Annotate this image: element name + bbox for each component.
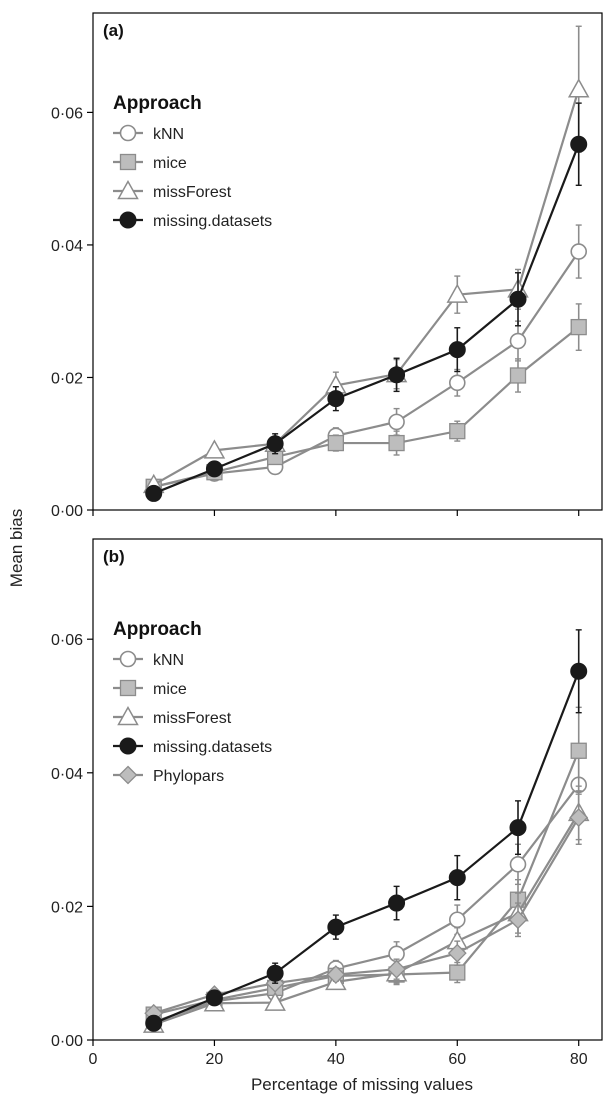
data-point-knn	[570, 243, 588, 260]
x-tick-label-b: 0	[89, 1051, 98, 1068]
legend-marker-missforest	[117, 705, 139, 726]
panel-label-b: (b)	[103, 547, 125, 566]
data-point-missing-datasets	[388, 894, 406, 912]
y-tick-label-a: 0·02	[51, 370, 83, 387]
legend-marker-knn	[119, 124, 137, 142]
legend-marker-phylopars	[118, 765, 138, 785]
y-tick-label-a: 0·00	[51, 503, 83, 520]
data-point-knn	[388, 413, 405, 431]
y-tick-label-b: 0·06	[51, 632, 83, 649]
data-point-mice	[327, 434, 345, 452]
data-point-missing-datasets	[509, 819, 527, 837]
data-point-missing-datasets	[205, 989, 223, 1007]
data-point-missing-datasets	[570, 662, 588, 680]
data-point-missing-datasets	[205, 460, 223, 478]
data-point-knn	[509, 332, 527, 350]
data-point-phylopars	[447, 943, 467, 963]
data-point-mice	[509, 367, 527, 384]
y-tick-label-b: 0·00	[51, 1033, 83, 1050]
data-point-knn	[448, 374, 466, 392]
data-point-missing-datasets	[327, 918, 345, 936]
legend-marker-knn	[119, 650, 137, 668]
data-point-missing-datasets	[448, 869, 466, 887]
data-point-missing-datasets	[145, 484, 163, 502]
legend-a: Approach kNN mice missForest missing.dataset…	[113, 93, 272, 230]
legend-label-missforest: missForest	[153, 710, 232, 727]
series-line-missing-datasets	[153, 670, 580, 1025]
legend-label-missing-datasets: missing.datasets	[153, 213, 272, 230]
data-point-phylopars	[387, 959, 406, 979]
legend-label-knn: kNN	[153, 652, 184, 669]
legend-marker-mice	[119, 153, 137, 171]
data-point-missing-datasets	[509, 290, 527, 308]
legend-label-knn: kNN	[153, 126, 184, 143]
series-missforest-a	[142, 25, 590, 494]
y-tick-label-a: 0·04	[51, 238, 83, 255]
y-axis-label: Mean bias	[7, 509, 26, 587]
series-missing-datasets-a	[145, 102, 588, 502]
data-point-mice	[388, 434, 405, 452]
panel-b: (b) 0·00 0·02 0·04 0·06 0 20 40 60 80 Approach kNN m…	[51, 538, 603, 1068]
legend-b: Approach kNN mice missForest missing.dataset…	[113, 619, 272, 785]
data-point-phylopars	[569, 808, 589, 827]
legend-marker-missing-datasets	[119, 737, 137, 755]
legend-label-mice: mice	[153, 681, 187, 698]
data-point-missforest	[446, 283, 469, 303]
legend-label-missing-datasets: missing.datasets	[153, 739, 272, 756]
series-line-knn	[153, 250, 580, 488]
x-axis-label: Percentage of missing values	[251, 1075, 473, 1094]
y-tick-label-b: 0·02	[51, 899, 83, 916]
y-tick-label-b: 0·04	[51, 766, 83, 783]
series-line-missing-datasets	[153, 143, 580, 495]
x-tick-label-b: 80	[570, 1051, 588, 1068]
data-point-missing-datasets	[327, 390, 345, 408]
data-point-mice	[449, 964, 466, 981]
y-tick-label-a: 0·06	[51, 105, 83, 122]
series-line-knn	[153, 784, 580, 1024]
panel-a: (a) 0·00 0·02 0·04 0·06 Approach kNN mice missFo…	[51, 12, 603, 520]
data-point-knn	[509, 856, 527, 873]
legend-label-phylopars: Phylopars	[153, 768, 224, 785]
legend-marker-missforest	[117, 179, 139, 200]
plot-frame-b	[92, 538, 603, 1041]
legend-marker-mice	[119, 679, 137, 697]
data-point-missing-datasets	[448, 341, 466, 359]
panel-label-a: (a)	[103, 21, 124, 40]
data-point-missing-datasets	[266, 435, 284, 453]
legend-title: Approach	[113, 93, 202, 114]
x-tick-label-b: 60	[448, 1051, 466, 1068]
series-line-mice	[153, 750, 580, 1016]
data-point-mice	[570, 742, 587, 759]
legend-marker-missing-datasets	[119, 211, 137, 229]
data-point-mice	[570, 318, 587, 336]
data-point-missing-datasets	[388, 366, 406, 384]
data-point-mice	[449, 422, 466, 440]
legend-title: Approach	[113, 619, 202, 640]
data-point-missing-datasets	[145, 1014, 163, 1032]
series-line-mice	[153, 326, 580, 488]
series-line-missforest	[153, 812, 580, 1026]
series-missing-datasets-b	[145, 629, 588, 1032]
data-point-missing-datasets	[266, 964, 284, 982]
x-tick-label-b: 40	[327, 1051, 345, 1068]
plot-frame-a	[92, 12, 603, 511]
data-point-phylopars	[326, 965, 346, 984]
series-line-missforest	[153, 88, 580, 486]
data-point-phylopars	[508, 910, 528, 930]
x-tick-label-b: 20	[206, 1051, 224, 1068]
data-point-knn	[448, 911, 466, 929]
data-point-missforest	[203, 439, 226, 459]
legend-label-missforest: missForest	[153, 184, 232, 201]
data-point-missforest	[567, 78, 590, 98]
data-point-missing-datasets	[570, 135, 588, 153]
legend-label-mice: mice	[153, 155, 187, 172]
data-point-missforest	[264, 991, 286, 1011]
